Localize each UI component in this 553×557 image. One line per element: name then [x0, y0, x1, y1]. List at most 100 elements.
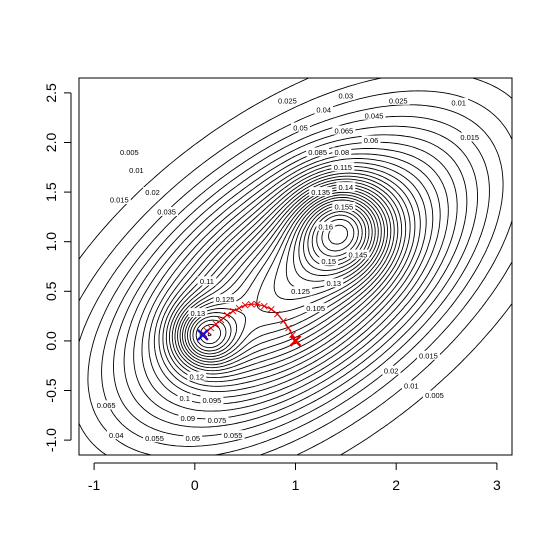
contour-label-bg [386, 95, 410, 105]
contour-label: 0.15 [321, 257, 336, 266]
contour-line [186, 191, 385, 358]
y-tick-label: 2.0 [43, 133, 59, 153]
contour-label-bg [314, 104, 334, 114]
contour-label-bg [319, 256, 339, 266]
contour-label: 0.12 [190, 372, 205, 381]
y-tick-label: 1.0 [43, 232, 59, 252]
contour-line [123, 134, 468, 428]
contour-label: 0.16 [318, 223, 333, 232]
contour-label-bg [107, 195, 131, 205]
path-point [274, 310, 281, 318]
contour-label: 0.13 [191, 309, 206, 318]
contour-label: 0.045 [365, 111, 384, 120]
contour-label-bg [205, 415, 229, 425]
contour-line [189, 194, 382, 355]
x-tick-label: 1 [292, 477, 300, 493]
y-tick-label: 0.5 [43, 281, 59, 301]
contour-label: 0.035 [157, 208, 176, 217]
contour-label: 0.02 [145, 188, 160, 197]
x-tick-label: 2 [392, 477, 400, 493]
optimization-path [197, 300, 302, 347]
end-marker [197, 329, 209, 341]
contour-label: 0.125 [291, 287, 310, 296]
y-axis: -1.0 -0.5 0.0 0.5 1.0 1.5 2.0 2.5 [43, 83, 72, 452]
path-point [223, 311, 231, 319]
contour-label-bg [316, 221, 336, 231]
path-point [253, 300, 261, 308]
contour-label: 0.065 [97, 401, 116, 410]
contour-label-bg [336, 90, 356, 100]
contour-label-bg [381, 365, 401, 375]
contour-label-bg [200, 395, 224, 405]
contour-label: 0.015 [460, 133, 479, 142]
contour-label: 0.055 [145, 434, 164, 443]
contour-label: 0.04 [316, 105, 331, 114]
contour-label: 0.105 [306, 304, 325, 313]
contour-label: 0.065 [334, 126, 353, 135]
x-tick-label: 3 [493, 477, 501, 493]
contour-label: 0.05 [185, 434, 200, 443]
contour-label-bg [187, 371, 207, 381]
contour-label: 0.05 [293, 123, 308, 132]
contour-labels: 0.005 0.01 0.015 0.02 0.035 0.025 0.03 0.04 0.02… [94, 90, 482, 443]
contour-label: 0.08 [335, 148, 350, 157]
contour-label: 0.11 [200, 277, 214, 286]
contour-line [87, 104, 504, 456]
contour-label-bg [143, 187, 162, 197]
contour-label: 0.095 [203, 396, 222, 405]
path-point [280, 317, 287, 325]
contour-label-bg [183, 433, 203, 443]
contour-label-bg [291, 122, 310, 132]
contour-label-bg [361, 135, 381, 145]
path-point [207, 324, 215, 332]
contour-label-bg [332, 125, 356, 135]
contour-label-bg [332, 201, 356, 211]
contour-label: 0.055 [224, 431, 243, 440]
contour-label: 0.145 [349, 250, 368, 259]
y-tick-label: 1.5 [43, 182, 59, 202]
contour-line [78, 90, 513, 456]
contour-label-bg [306, 147, 330, 157]
contour-label: 0.085 [308, 148, 327, 157]
contour-label: 0.015 [110, 196, 129, 205]
contour-line [177, 181, 399, 369]
contour-label-bg [332, 147, 352, 157]
contour-label-bg [422, 390, 446, 400]
contour-label-bg [346, 249, 370, 259]
contour-label: 0.025 [389, 97, 408, 106]
contour-label: 0.04 [109, 431, 124, 440]
path-point [285, 324, 292, 332]
x-tick-label: 0 [191, 477, 199, 493]
contour-label-bg [304, 303, 328, 313]
path-point [247, 300, 255, 308]
contour-label-bg [94, 400, 118, 410]
y-tick-label: -1.0 [43, 428, 59, 452]
y-tick-label: 2.5 [43, 83, 59, 103]
plot-frame [78, 77, 513, 456]
contour-line [199, 202, 373, 345]
contour-line [78, 77, 513, 456]
path-point [212, 320, 220, 328]
contour-label: 0.1 [180, 394, 190, 403]
contour-label: 0.06 [364, 136, 379, 145]
contour-label: 0.03 [339, 92, 354, 101]
contour-label: 0.025 [278, 97, 297, 106]
contour-label: 0.01 [404, 381, 419, 390]
contour-label-bg [324, 278, 344, 288]
contour-label: 0.015 [419, 351, 438, 360]
contour-label-bg [126, 165, 146, 175]
path-point [260, 302, 268, 310]
path-point [217, 316, 225, 324]
contour-label: 0.01 [129, 166, 144, 175]
contour-label-bg [289, 286, 313, 296]
contour-label-bg [401, 380, 421, 390]
path-point [235, 304, 243, 312]
contour-label: 0.155 [334, 203, 353, 212]
y-tick-label: 0.0 [43, 331, 59, 351]
contour-label: 0.02 [384, 366, 399, 375]
x-axis: -1 0 1 2 3 [88, 462, 501, 493]
contour-line [101, 115, 490, 447]
contour-label-bg [213, 294, 237, 304]
